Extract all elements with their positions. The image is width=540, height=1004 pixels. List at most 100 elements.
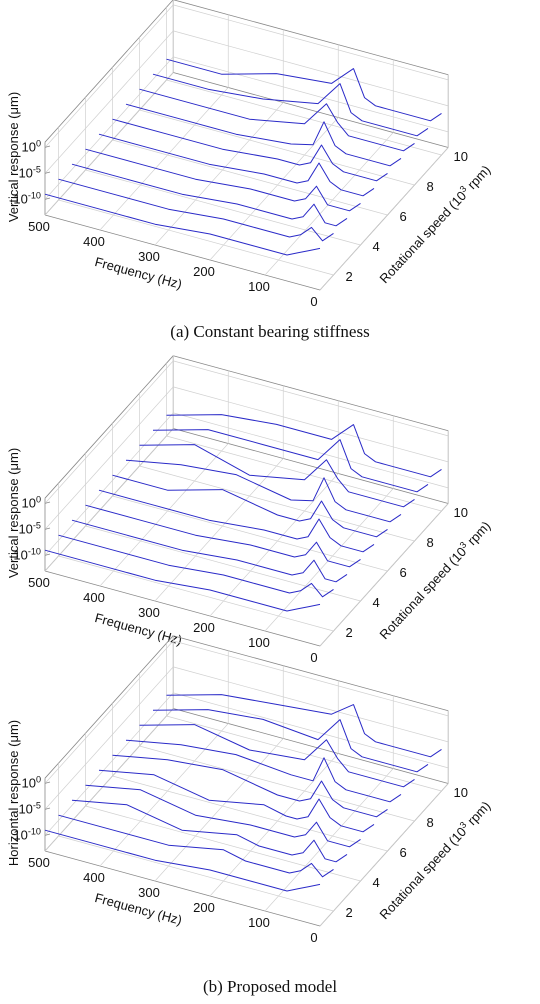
box-edge — [173, 428, 449, 504]
grid-line — [264, 488, 394, 632]
y-axis-label: Rotational speed (103 rpm) — [376, 518, 494, 643]
x-tick-label: 500 — [28, 575, 50, 590]
grid-line — [44, 666, 174, 810]
grid-line — [264, 768, 394, 912]
trace — [139, 724, 415, 788]
trace — [152, 73, 429, 137]
x-tick-label: 500 — [28, 219, 50, 234]
grid-line — [112, 139, 388, 216]
box-edge — [173, 708, 449, 784]
y-axis-label: Rotational speed (103 rpm) — [376, 162, 494, 287]
trace — [71, 163, 348, 227]
grid-line — [173, 640, 449, 717]
grid-line — [58, 199, 334, 276]
trace — [98, 769, 375, 833]
grid-line — [139, 109, 415, 186]
grid-line — [173, 56, 449, 133]
x-tick-label: 0 — [310, 650, 317, 665]
trace — [85, 784, 361, 848]
z-axis-label: Vertical response (μm) — [6, 448, 21, 578]
trace — [71, 519, 348, 583]
grid-line — [173, 30, 449, 107]
trace — [166, 58, 442, 122]
grid-line — [139, 745, 415, 822]
panel: 010020030040050024681010-1010-5100Freque… — [6, 635, 493, 945]
y-tick-label: 4 — [373, 239, 380, 254]
z-axis-label: Vertical response (μm) — [6, 92, 21, 222]
box-edge — [44, 0, 174, 143]
z-tick — [44, 781, 51, 784]
grid-line — [44, 412, 174, 556]
grid-line — [44, 72, 174, 216]
z-tick — [44, 807, 51, 810]
y-tick-label: 6 — [400, 209, 407, 224]
grid-line — [139, 465, 415, 542]
y-tick-label: 2 — [346, 905, 353, 920]
z-tick-label: 100 — [21, 774, 41, 790]
trace — [58, 814, 334, 878]
x-tick-label: 200 — [193, 620, 215, 635]
grid-line — [166, 79, 442, 156]
grid-line — [209, 473, 339, 617]
trace — [112, 474, 388, 538]
y-tick-label: 2 — [346, 625, 353, 640]
x-tick-label: 300 — [138, 249, 160, 264]
y-tick-label: 4 — [373, 875, 380, 890]
grid-line — [44, 4, 174, 148]
grid-line — [44, 56, 174, 200]
grid-line — [85, 525, 361, 602]
x-tick-label: 0 — [310, 294, 317, 309]
x-tick-label: 300 — [138, 605, 160, 620]
z-tick — [44, 145, 51, 148]
z-tick-label: 10-5 — [18, 164, 41, 180]
grid-line — [58, 835, 334, 912]
x-tick-label: 400 — [83, 870, 105, 885]
grid-line — [173, 692, 449, 769]
grid-line — [173, 666, 449, 743]
z-tick-label: 100 — [21, 138, 41, 154]
box-edge — [44, 355, 174, 499]
panel: 010020030040050024681010-1010-5100Freque… — [6, 0, 493, 309]
x-tick-label: 400 — [83, 590, 105, 605]
grid-line — [44, 30, 174, 174]
grid-line — [154, 102, 284, 246]
grid-line — [58, 555, 334, 632]
box-edge — [44, 850, 321, 927]
trace — [98, 133, 375, 197]
trace — [44, 193, 321, 256]
x-tick-label: 0 — [310, 930, 317, 945]
x-tick-label: 100 — [248, 635, 270, 650]
z-axis-label: Horizontal response (μm) — [6, 720, 21, 866]
z-tick — [44, 833, 51, 836]
x-tick-label: 200 — [193, 264, 215, 279]
grid-line — [44, 386, 174, 530]
caption: (b) Proposed model — [203, 977, 337, 996]
grid-line — [44, 708, 174, 852]
x-tick-label: 400 — [83, 234, 105, 249]
trace — [139, 88, 415, 152]
z-tick — [44, 171, 51, 174]
grid-line — [166, 715, 442, 792]
z-tick — [44, 197, 51, 200]
grid-line — [85, 805, 361, 882]
trace — [125, 459, 402, 523]
x-tick-label: 100 — [248, 915, 270, 930]
y-tick-label: 6 — [400, 565, 407, 580]
grid-line — [264, 132, 394, 276]
x-tick-label: 500 — [28, 855, 50, 870]
grid-line — [319, 503, 449, 647]
y-tick-label: 8 — [427, 815, 434, 830]
trace — [112, 754, 388, 818]
box-edge — [44, 635, 174, 779]
z-tick — [44, 527, 51, 530]
grid-line — [173, 412, 449, 489]
box-edge — [44, 570, 321, 647]
y-tick-label: 8 — [427, 179, 434, 194]
y-tick-label: 8 — [427, 535, 434, 550]
grid-line — [209, 117, 339, 261]
grid-line — [44, 640, 174, 784]
x-tick-label: 200 — [193, 900, 215, 915]
grid-line — [112, 775, 388, 852]
grid-line — [209, 753, 339, 897]
